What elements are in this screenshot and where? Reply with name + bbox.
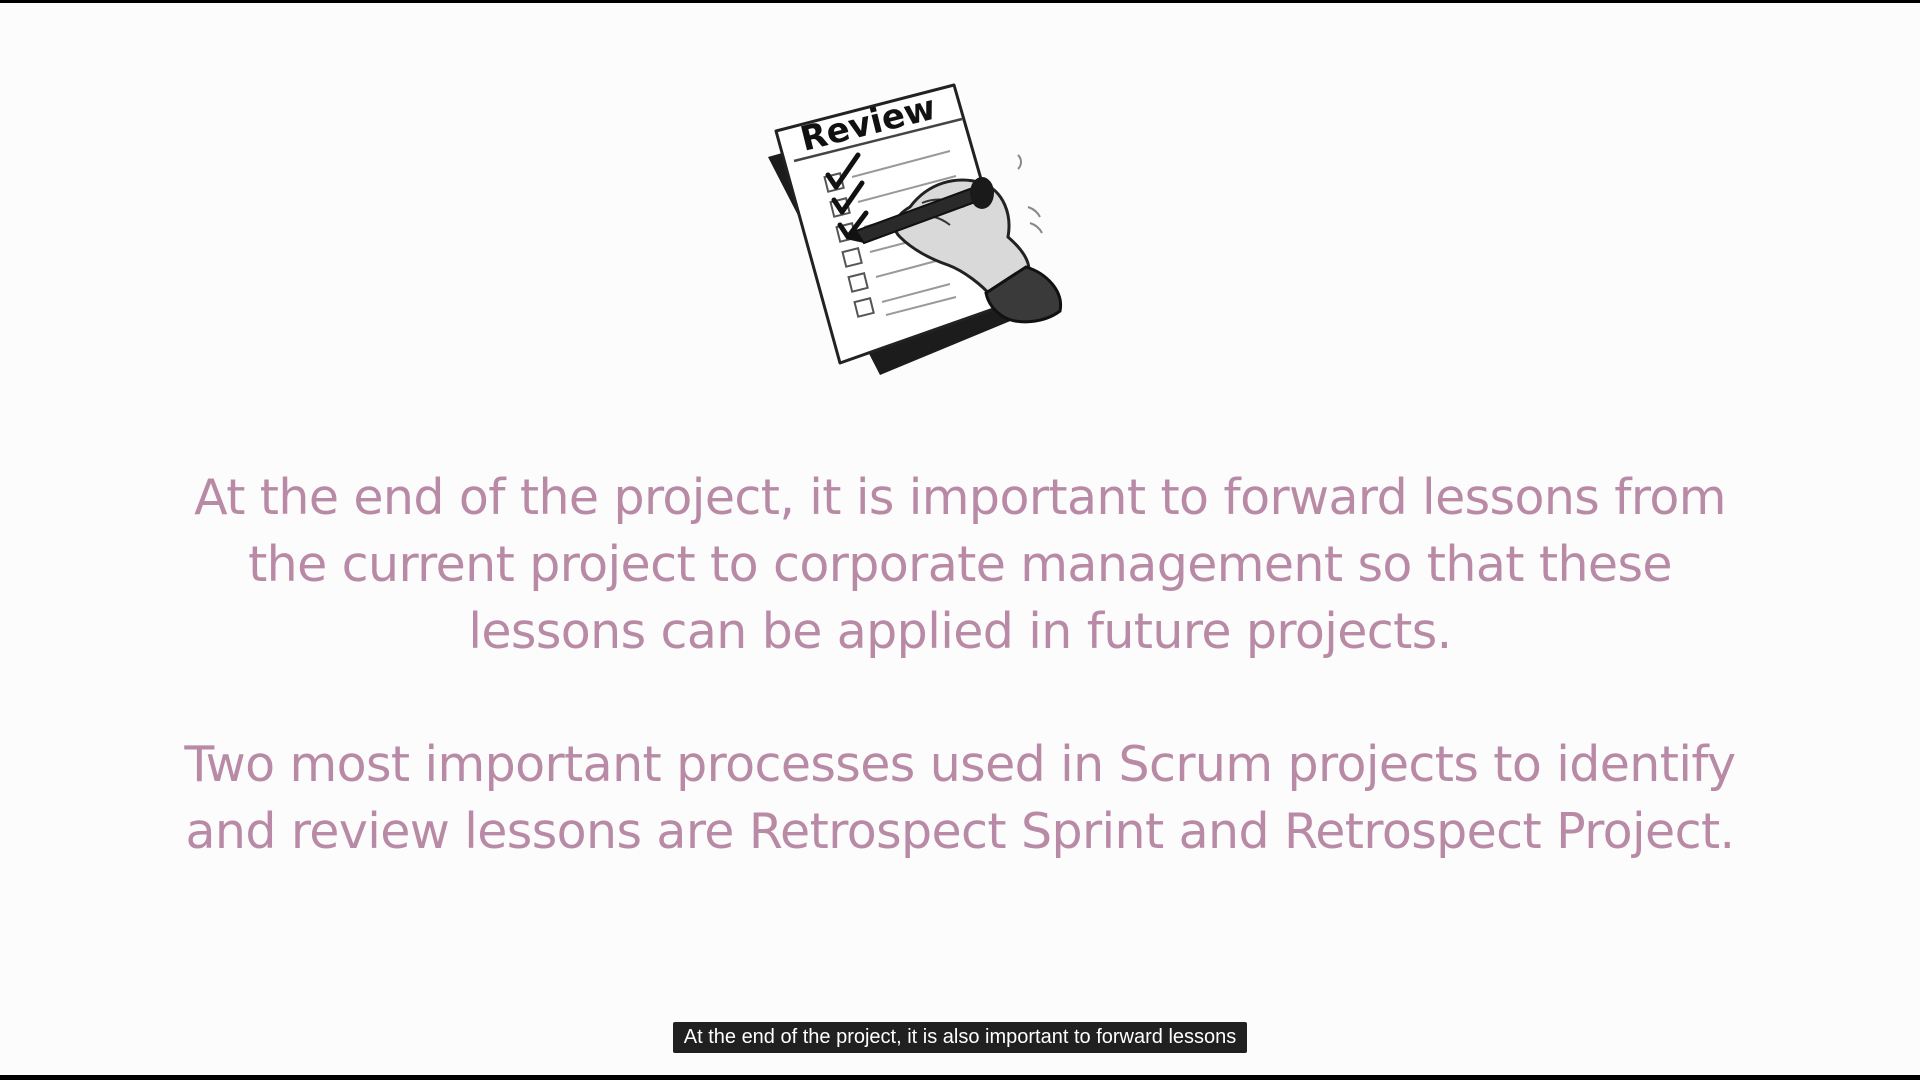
video-caption: At the end of the project, it is also im… xyxy=(0,1022,1920,1053)
paragraph-2-line-1: Two most important processes used in Scr… xyxy=(184,736,1736,793)
review-checklist-icon: Review xyxy=(768,83,1063,375)
video-frame[interactable]: Review xyxy=(0,3,1920,1075)
slide-paragraph-processes: Two most important processes used in Scr… xyxy=(0,731,1920,865)
caption-text: At the end of the project, it is also im… xyxy=(672,1022,1248,1053)
slide-paragraph-lessons: At the end of the project, it is importa… xyxy=(0,464,1920,665)
paragraph-2-line-2: and review lessons are Retrospect Sprint… xyxy=(185,803,1735,860)
paragraph-1-line-3: lessons can be applied in future project… xyxy=(468,603,1452,660)
paragraph-1-line-2: the current project to corporate managem… xyxy=(248,536,1672,593)
paragraph-1-line-1: At the end of the project, it is importa… xyxy=(194,469,1726,526)
